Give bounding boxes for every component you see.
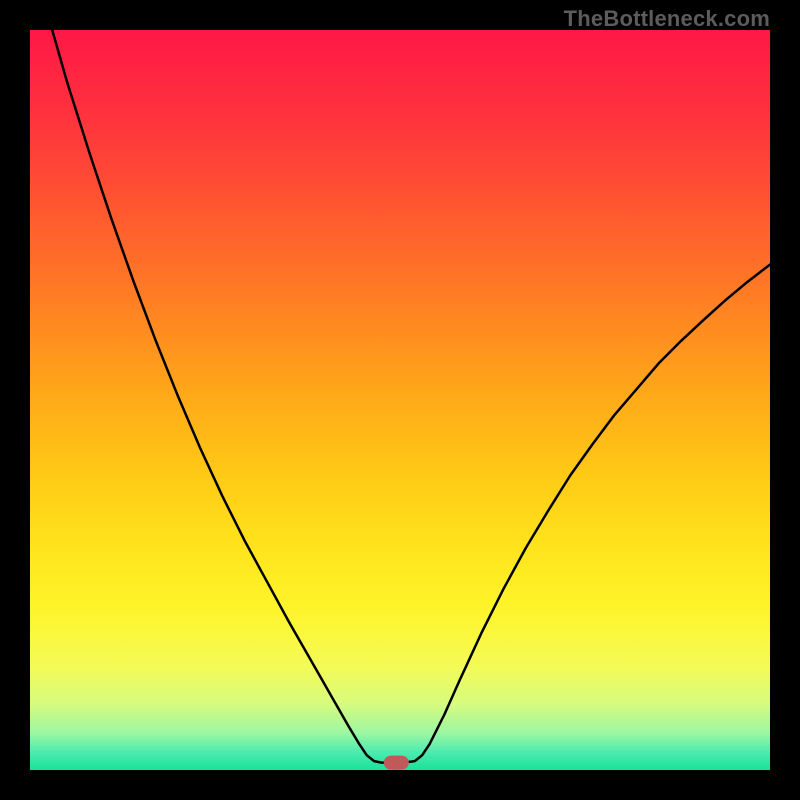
chart-frame: TheBottleneck.com <box>0 0 800 800</box>
optimal-marker <box>384 756 409 770</box>
watermark-text: TheBottleneck.com <box>564 6 770 32</box>
gradient-background <box>30 30 770 770</box>
plot-area <box>30 30 770 770</box>
bottleneck-curve-chart <box>30 30 770 770</box>
